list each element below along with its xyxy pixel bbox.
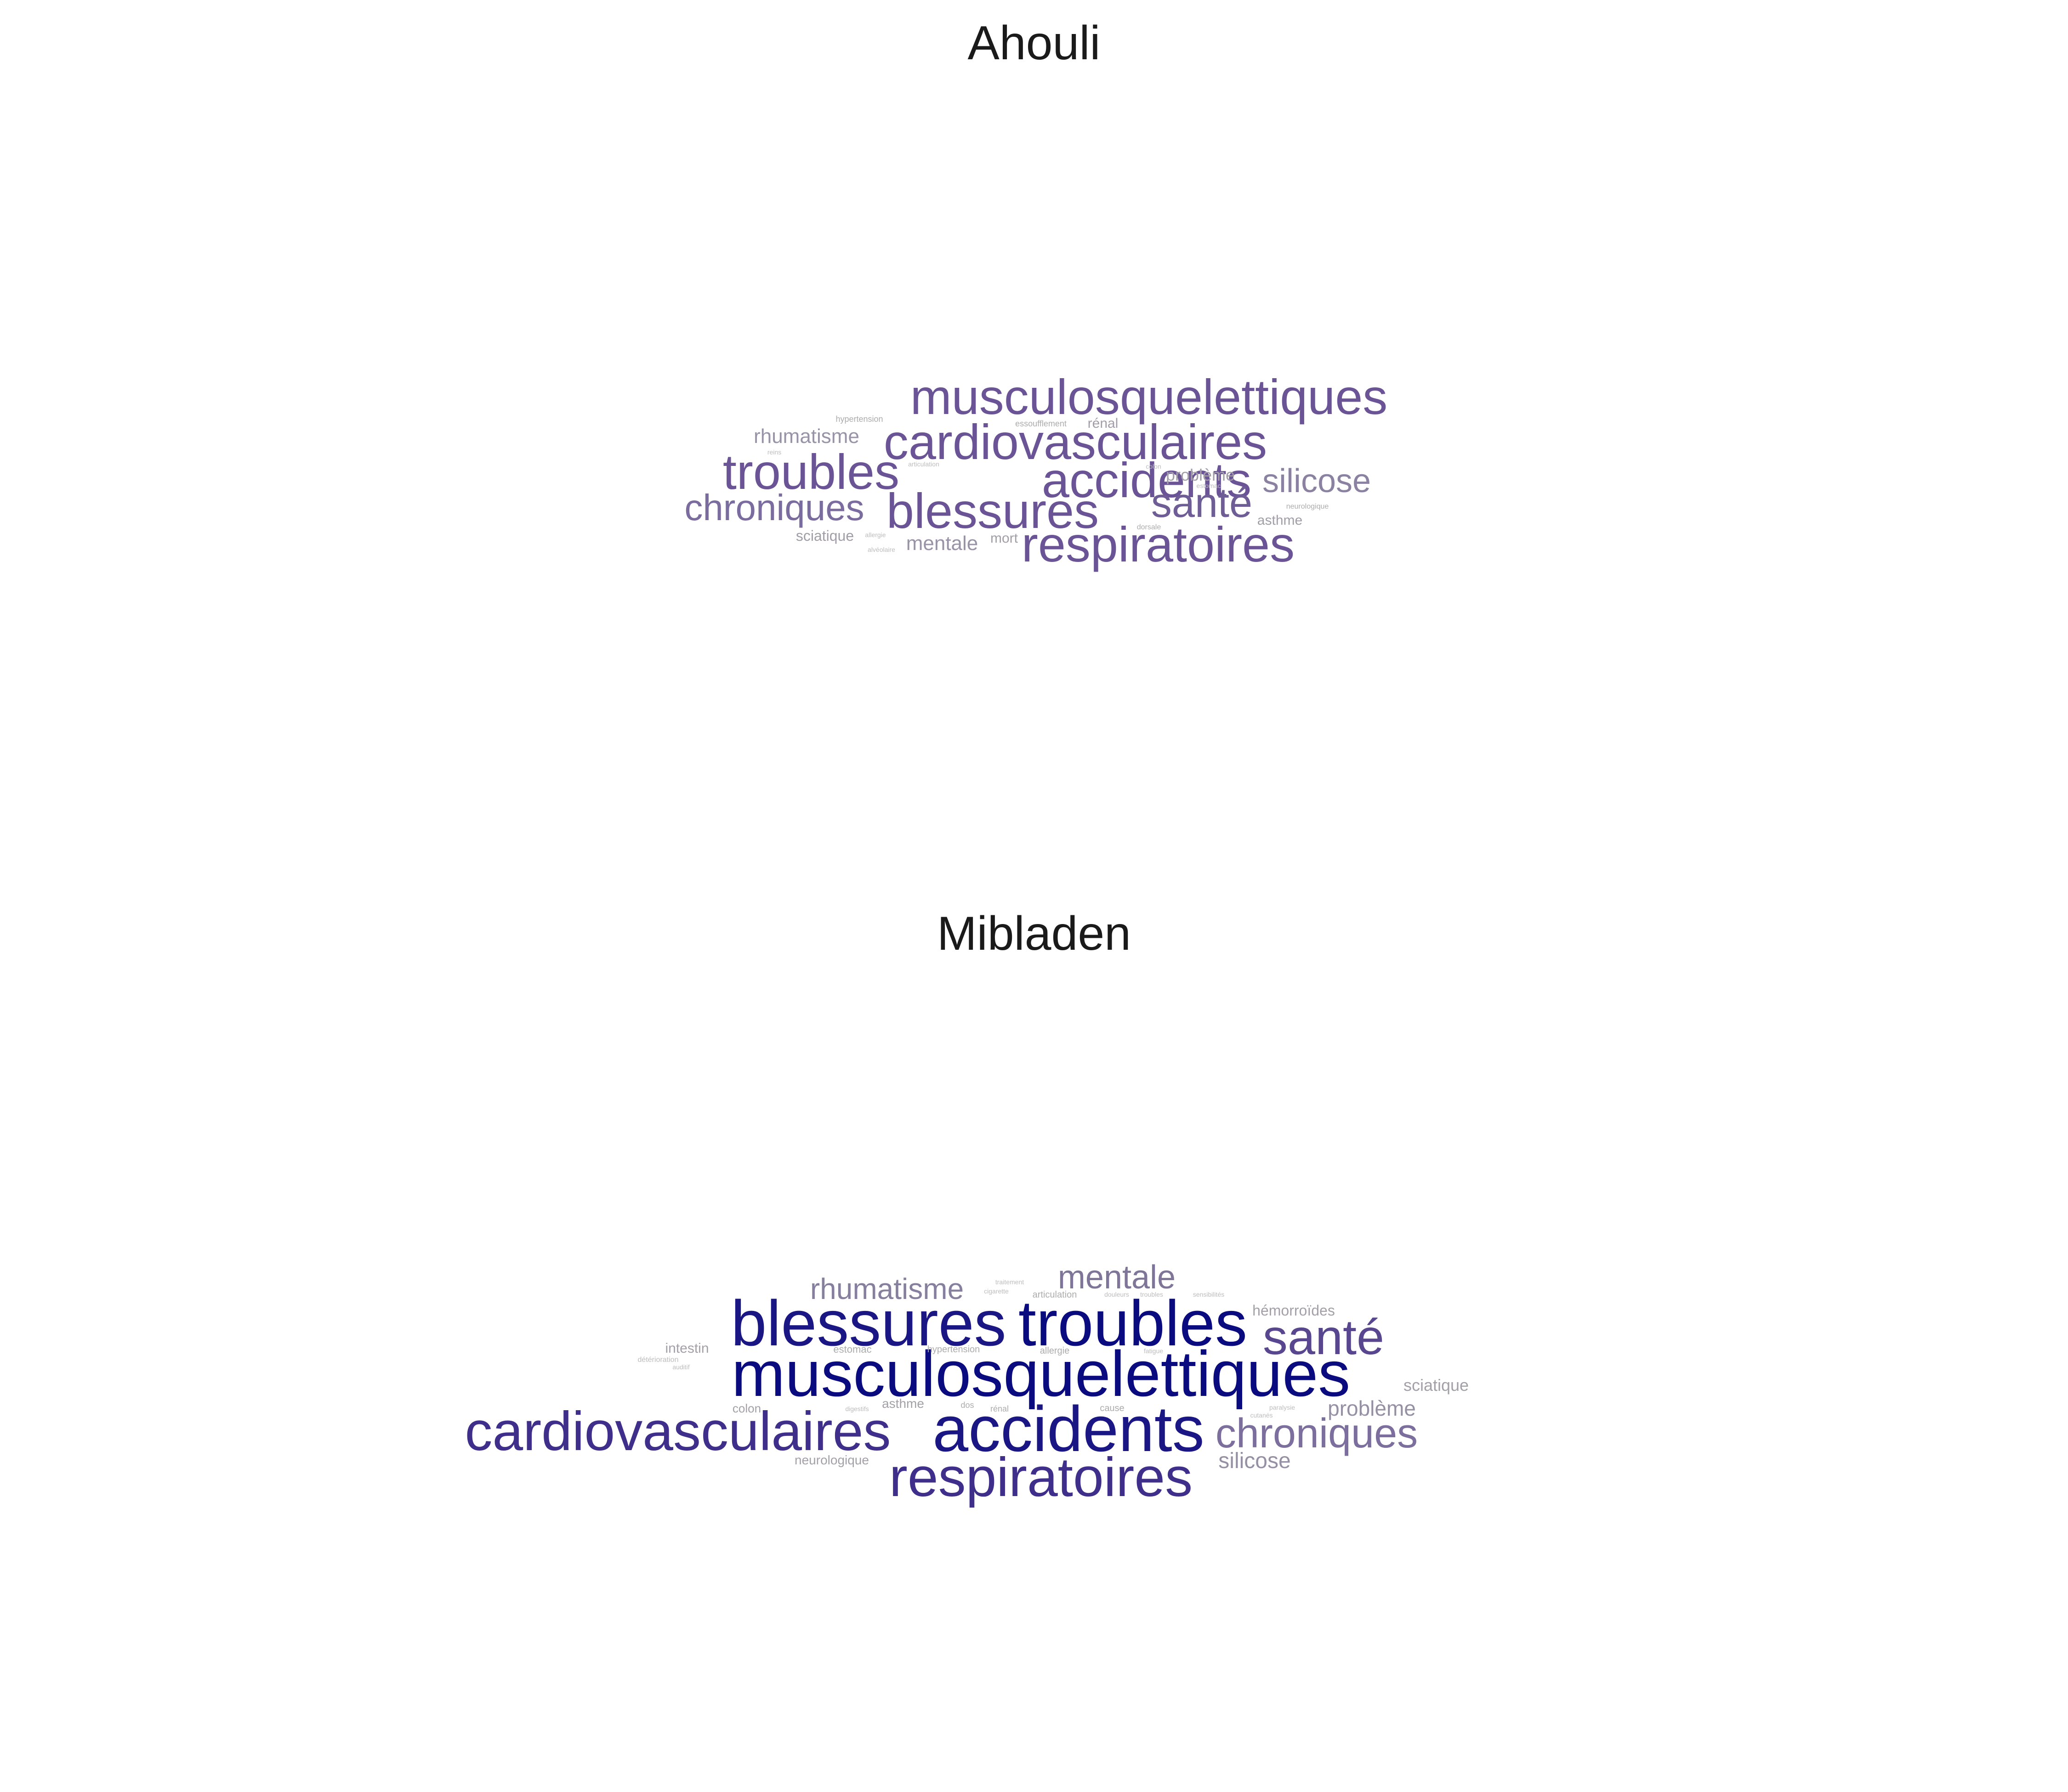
word-1-16: asthme [882,1396,924,1411]
word-1-27: sensibilités [1193,1291,1225,1298]
panel-title: Mibladen [937,907,1131,960]
word-1-23: dos [960,1401,974,1410]
word-0-23: colon [1146,463,1161,470]
word-0-12: sciatique [795,527,854,544]
word-0-25: reins [767,448,782,456]
word-0-1: cardiovasculaires [883,414,1267,470]
word-0-8: silicose [1262,463,1371,499]
word-1-2: blessures [731,1287,1006,1359]
word-1-30: digestifs [845,1405,869,1412]
word-1-7: chroniques [1215,1411,1418,1457]
word-1-21: allergie [1040,1346,1070,1356]
word-1-5: respiratoires [889,1446,1193,1508]
word-0-14: mort [990,531,1018,546]
word-0-7: chroniques [684,487,864,528]
word-1-33: paralysie [1269,1404,1295,1411]
word-0-0: musculosquelettiques [910,369,1388,425]
word-0-24: estomac [1196,482,1221,489]
word-0-15: rénal [1087,416,1119,431]
word-0-18: neurologique [1286,503,1329,510]
word-1-29: cigarette [984,1287,1009,1295]
word-1-24: rénal [990,1404,1009,1413]
word-1-15: neurologique [795,1453,869,1467]
word-1-14: intestin [665,1341,709,1356]
word-1-3: accidents [932,1393,1204,1465]
word-1-22: cause [1100,1403,1125,1413]
word-0-11: problème [1165,465,1235,484]
panel-title: Ahouli [967,17,1101,70]
word-0-2: accidents [1041,452,1252,508]
word-0-22: articulation [908,460,939,468]
word-1-11: silicose [1218,1449,1291,1473]
word-0-17: hypertension [835,414,883,424]
word-1-13: hémorroïdes [1252,1302,1335,1319]
word-1-0: musculosquelettiques [731,1338,1351,1410]
word-0-4: blessures [886,483,1099,539]
word-0-13: asthme [1257,513,1303,528]
word-1-26: auditif [672,1363,690,1371]
word-1-10: problème [1328,1396,1416,1420]
word-1-1: troubles [1018,1287,1248,1359]
wordcloud-panel-ahouli: Ahouli musculosquelettiques cardiovascula… [684,17,1388,572]
word-1-18: estomac [833,1344,872,1355]
word-0-20: alvéolaire [868,546,895,553]
word-0-10: mentale [906,532,978,555]
word-1-4: cardiovasculaires [465,1401,891,1462]
word-1-31: douleurs [1104,1291,1129,1298]
word-1-17: colon [732,1401,761,1415]
word-1-6: santé [1262,1309,1385,1365]
word-1-25: détérioration [637,1356,679,1364]
word-1-28: traitement [995,1278,1024,1286]
word-0-3: respiratoires [1021,516,1295,572]
word-1-35: fatigue [1143,1347,1164,1355]
word-0-9: rhumatisme [754,425,859,448]
word-1-34: cutanés [1250,1412,1273,1419]
word-1-19: hypertension [927,1344,980,1355]
word-0-21: allergie [865,531,886,539]
word-1-20: articulation [1032,1290,1077,1300]
wordcloud-panel-mibladen: Mibladen musculosquelettiques troubles ble… [0,896,2068,1792]
word-0-5: troubles [722,444,900,499]
word-1-12: sciatique [1403,1376,1469,1395]
word-0-19: dorsale [1136,523,1161,531]
word-0-16: essoufflement [1015,419,1067,428]
word-1-32: troubles [1140,1291,1163,1298]
word-0-6: santé [1151,480,1253,526]
word-1-9: rhumatisme [810,1272,964,1305]
word-1-8: mentale [1057,1259,1176,1296]
